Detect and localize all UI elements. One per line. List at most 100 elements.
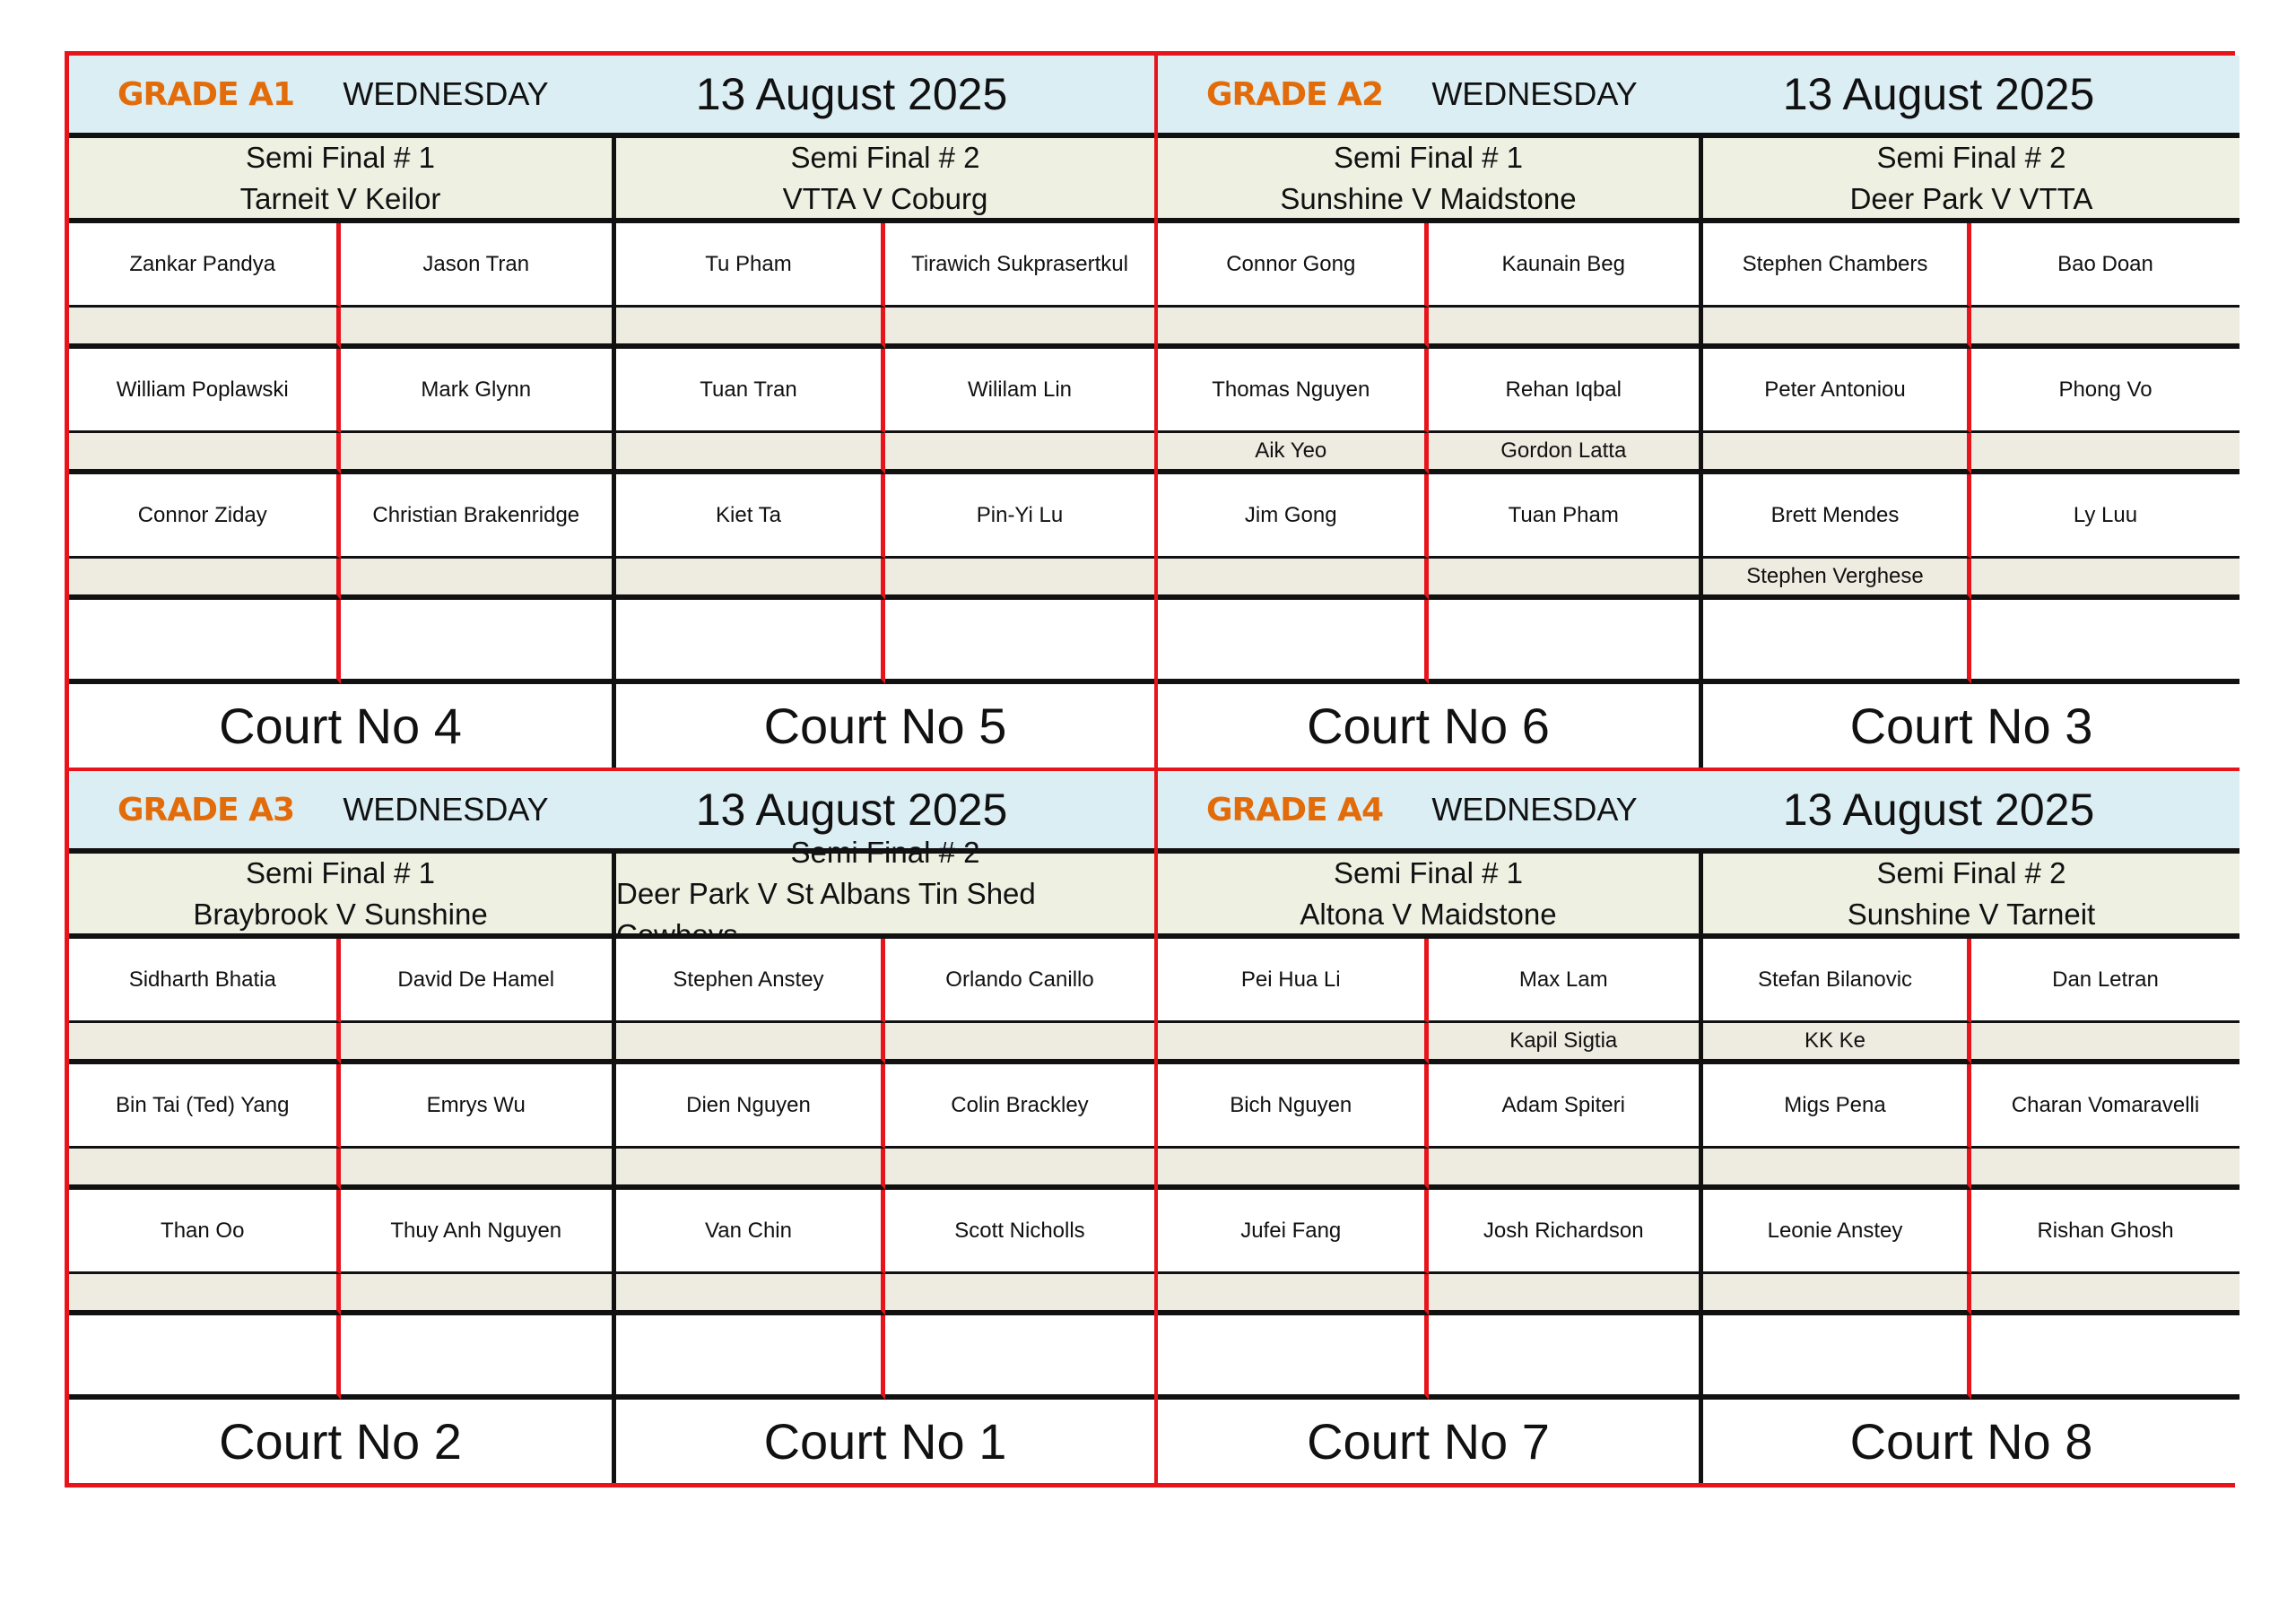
empty-row	[1158, 1315, 1699, 1400]
draw-sheet: GRADE A1 WEDNESDAY 13 August 2025 Semi Fina…	[65, 51, 2239, 1488]
away-player: Scott Nicholls	[885, 1190, 1154, 1274]
grade-name: GRADE A4	[1205, 791, 1384, 828]
grade-block: GRADE A3 WEDNESDAY 13 August 2025 Semi Fina…	[69, 768, 1154, 1483]
court-number: Court No 2	[69, 1400, 612, 1483]
match-teams: Deer Park V VTTA	[1849, 181, 2093, 215]
home-substitute	[616, 559, 885, 600]
grade-block: GRADE A2 WEDNESDAY 13 August 2025 Semi Fina…	[1154, 56, 2239, 768]
away-player: Mark Glynn	[340, 349, 612, 433]
empty-cell	[1158, 600, 1429, 684]
match-teams: Sunshine V Tarneit	[1847, 897, 2096, 931]
empty-cell	[616, 1315, 885, 1400]
match-teams: Altona V Maidstone	[1300, 897, 1557, 931]
home-player: Zankar Pandya	[69, 223, 341, 308]
player-row: Van Chin Scott Nicholls	[616, 1190, 1154, 1315]
court-number: Court No 5	[616, 684, 1154, 768]
away-player: Charan Vomaravelli	[1971, 1064, 2239, 1149]
home-substitute	[1703, 433, 1971, 474]
away-player: David De Hamel	[340, 939, 612, 1023]
match-teams: VTTA V Coburg	[782, 181, 988, 215]
away-substitute	[1971, 1023, 2239, 1064]
match-header: Semi Final # 2 Deer Park V VTTA	[1703, 138, 2239, 223]
grade-header: GRADE A4 WEDNESDAY 13 August 2025	[1158, 771, 2239, 854]
home-player: Peter Antoniou	[1703, 349, 1971, 433]
away-substitute	[340, 1023, 612, 1064]
player-row: Jufei Fang Josh Richardson	[1158, 1190, 1699, 1315]
player-row: Dien Nguyen Colin Brackley	[616, 1064, 1154, 1190]
player-row: Leonie Anstey Rishan Ghosh	[1703, 1190, 2239, 1315]
home-player: Sidharth Bhatia	[69, 939, 341, 1023]
away-player: Christian Brakenridge	[340, 474, 612, 559]
away-substitute	[885, 308, 1154, 349]
away-substitute	[1971, 1274, 2239, 1315]
away-player: Pin-Yi Lu	[885, 474, 1154, 559]
home-player: Tuan Tran	[616, 349, 885, 433]
home-substitute	[69, 1274, 341, 1315]
away-player: Rishan Ghosh	[1971, 1190, 2239, 1274]
away-substitute	[1428, 1274, 1699, 1315]
matches: Semi Final # 1 Sunshine V Maidstone Connor…	[1158, 138, 2239, 768]
home-player: Thomas Nguyen	[1158, 349, 1429, 433]
match-title: Semi Final # 2	[1876, 140, 2066, 174]
player-row: Thomas Nguyen Rehan Iqbal Aik Yeo Gordon La…	[1158, 349, 1699, 474]
match-header: Semi Final # 1 Sunshine V Maidstone	[1158, 138, 1699, 223]
matches: Semi Final # 1 Braybrook V Sunshine Sidhar…	[69, 836, 1154, 1483]
grade-name: GRADE A1	[117, 75, 295, 113]
player-row: Stephen Chambers Bao Doan	[1703, 223, 2239, 349]
match-date: 13 August 2025	[1782, 785, 2095, 835]
player-row: Sidharth Bhatia David De Hamel	[69, 939, 612, 1064]
match-teams: Sunshine V Maidstone	[1280, 181, 1577, 215]
match-title: Semi Final # 1	[1334, 855, 1523, 889]
away-substitute: Kapil Sigtia	[1428, 1023, 1699, 1064]
away-substitute	[340, 559, 612, 600]
away-player: Orlando Canillo	[885, 939, 1154, 1023]
court-number: Court No 8	[1703, 1400, 2239, 1483]
away-player: Colin Brackley	[885, 1064, 1154, 1149]
player-row: Kiet Ta Pin-Yi Lu	[616, 474, 1154, 600]
matches: Semi Final # 1 Tarneit V Keilor Zankar Pan…	[69, 138, 1154, 768]
match-column: Semi Final # 1 Altona V Maidstone Pei Hua …	[1158, 854, 1699, 1483]
player-row: Tuan Tran Wililam Lin	[616, 349, 1154, 474]
match-day: WEDNESDAY	[343, 791, 549, 828]
away-substitute	[885, 559, 1154, 600]
away-substitute	[1971, 308, 2239, 349]
empty-cell	[69, 600, 341, 684]
away-substitute	[1428, 1149, 1699, 1190]
match-teams: Braybrook V Sunshine	[193, 897, 488, 931]
match-header: Semi Final # 2 Deer Park V St Albans Tin …	[616, 836, 1154, 951]
player-row: Zankar Pandya Jason Tran	[69, 223, 612, 349]
match-title: Semi Final # 1	[246, 855, 435, 889]
home-player: Migs Pena	[1703, 1064, 1971, 1149]
home-substitute	[616, 1149, 885, 1190]
match-header: Semi Final # 1 Tarneit V Keilor	[69, 138, 612, 223]
away-player: Adam Spiteri	[1428, 1064, 1699, 1149]
away-substitute	[1971, 1149, 2239, 1190]
away-substitute	[1428, 308, 1699, 349]
match-column: Semi Final # 1 Sunshine V Maidstone Connor…	[1158, 138, 1699, 768]
away-player: Ly Luu	[1971, 474, 2239, 559]
player-row: Migs Pena Charan Vomaravelli	[1703, 1064, 2239, 1190]
player-row: Brett Mendes Ly Luu Stephen Verghese	[1703, 474, 2239, 600]
empty-cell	[885, 1315, 1154, 1400]
match-title: Semi Final # 1	[1334, 140, 1523, 174]
match-title: Semi Final # 2	[790, 835, 980, 869]
away-player: Thuy Anh Nguyen	[340, 1190, 612, 1274]
player-row: Jim Gong Tuan Pham	[1158, 474, 1699, 600]
grade-header: GRADE A2 WEDNESDAY 13 August 2025	[1158, 56, 2239, 138]
match-teams: Tarneit V Keilor	[239, 181, 441, 215]
player-row: Connor Gong Kaunain Beg	[1158, 223, 1699, 349]
match-header: Semi Final # 2 Sunshine V Tarneit	[1703, 854, 2239, 939]
away-substitute	[1971, 559, 2239, 600]
home-player: Stephen Anstey	[616, 939, 885, 1023]
court-number: Court No 6	[1158, 684, 1699, 768]
home-substitute	[69, 308, 341, 349]
match-column: Semi Final # 2 Sunshine V Tarneit Stefan B…	[1699, 854, 2239, 1483]
empty-cell	[1971, 600, 2239, 684]
match-teams: Deer Park V St Albans Tin Shed Cowboys	[616, 876, 1036, 951]
home-player: William Poplawski	[69, 349, 341, 433]
home-player: Stefan Bilanovic	[1703, 939, 1971, 1023]
match-header: Semi Final # 1 Braybrook V Sunshine	[69, 854, 612, 939]
empty-cell	[616, 600, 885, 684]
home-substitute	[1703, 1149, 1971, 1190]
court-number: Court No 7	[1158, 1400, 1699, 1483]
